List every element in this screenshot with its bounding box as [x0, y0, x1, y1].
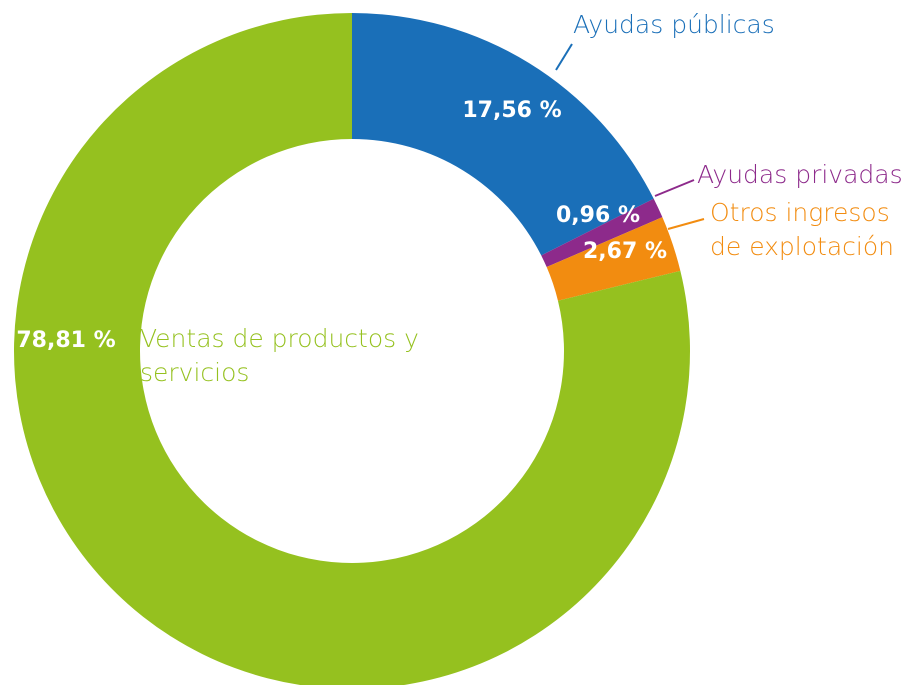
value-label: 2,67 %	[583, 239, 667, 264]
leader-line	[667, 218, 705, 230]
value-label: 78,81 %	[16, 328, 115, 353]
donut-segment	[541, 198, 663, 268]
donut-segment	[546, 217, 681, 301]
category-label: Ayudas privadas	[697, 160, 903, 189]
value-label: 17,56 %	[462, 98, 561, 123]
category-label: Otros ingresos de explotación	[710, 198, 894, 261]
category-label: Ayudas públicas	[573, 10, 775, 39]
donut-segment	[352, 13, 654, 256]
category-label: Ventas de productos y servicios	[140, 324, 419, 387]
donut-segment	[14, 13, 690, 685]
leader-line	[654, 179, 695, 197]
leader-line	[555, 43, 573, 71]
value-label: 0,96 %	[556, 203, 640, 228]
